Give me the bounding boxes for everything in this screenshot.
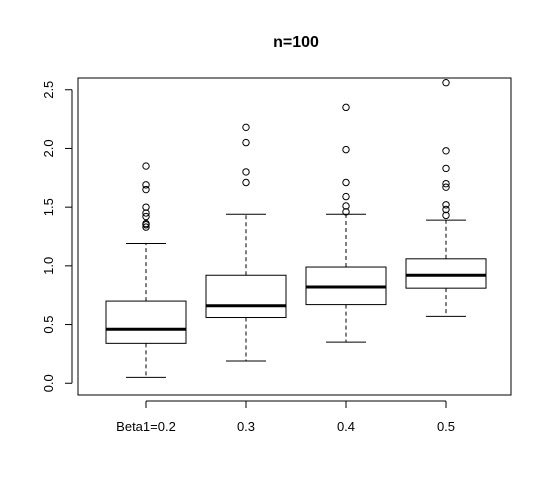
- x-axis: Beta1=0.2 0.3 0.4 0.5: [116, 400, 455, 434]
- y-tick-label: 2.0: [41, 139, 56, 157]
- outlier-point: [342, 145, 350, 154]
- outlier-point: [142, 209, 150, 217]
- outlier-point: [142, 223, 150, 231]
- outlier-point: [342, 178, 350, 187]
- outlier-point: [342, 192, 350, 201]
- outlier-point: [242, 178, 250, 187]
- outlier-point: [242, 123, 250, 132]
- outlier-point: [342, 208, 350, 216]
- plot-frame: [77, 77, 512, 396]
- outlier-point: [342, 103, 350, 112]
- outlier-point: [242, 168, 250, 176]
- outlier-point: [442, 147, 450, 155]
- y-tick-label: 2.5: [41, 81, 56, 99]
- x-tick-label: 0.3: [237, 419, 255, 434]
- outlier-point: [442, 78, 450, 87]
- outlier-point: [442, 179, 450, 188]
- outlier-point: [142, 181, 150, 189]
- outlier-point: [442, 201, 450, 209]
- box-iqr: [405, 258, 487, 289]
- outlier-point: [142, 212, 150, 221]
- y-tick-label: 0.0: [41, 374, 56, 392]
- box-series: [105, 78, 487, 378]
- x-tick-label: 0.5: [437, 419, 455, 434]
- outlier-point: [442, 164, 450, 173]
- x-tick-label: Beta1=0.2: [116, 419, 176, 434]
- box-group: [305, 103, 387, 343]
- outlier-point: [142, 203, 150, 211]
- chart-title: n=100: [273, 34, 319, 51]
- box-iqr: [105, 300, 187, 344]
- box-group: [205, 123, 287, 362]
- outlier-point: [442, 183, 450, 191]
- box-iqr: [205, 274, 287, 319]
- outlier-point: [142, 162, 150, 170]
- outlier-point: [242, 138, 250, 147]
- box-group: [405, 78, 487, 317]
- outlier-point: [142, 185, 150, 194]
- box-group: [105, 162, 187, 378]
- outlier-point: [142, 219, 150, 228]
- y-tick-label: 0.5: [41, 316, 56, 334]
- outlier-point: [442, 211, 450, 220]
- x-tick-label: 0.4: [337, 419, 355, 434]
- y-tick-label: 1.5: [41, 198, 56, 216]
- outlier-point: [342, 202, 350, 210]
- y-axis: 0.0 0.5 1.0 1.5 2.0 2.5: [41, 81, 73, 392]
- outlier-point: [442, 205, 450, 214]
- y-tick-label: 1.0: [41, 257, 56, 275]
